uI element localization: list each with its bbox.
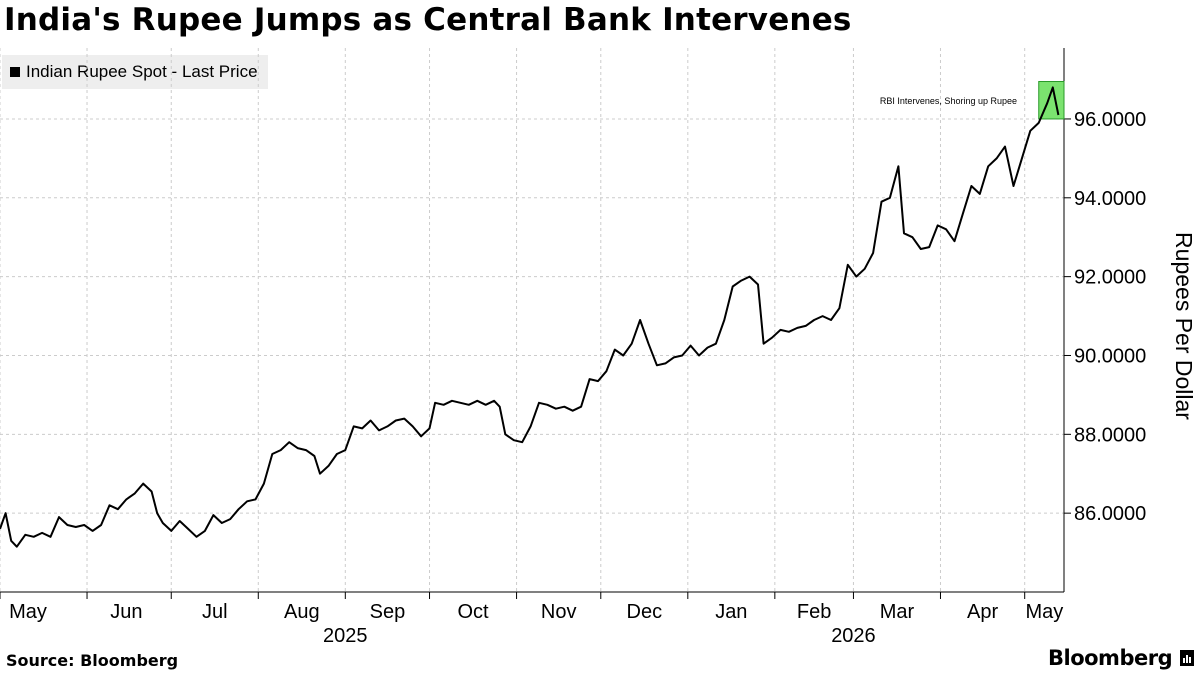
x-year-label: 2026	[831, 625, 876, 647]
x-month-label: Sep	[370, 601, 406, 623]
bloomberg-mark-icon	[1180, 650, 1195, 666]
source-note: Source: Bloomberg	[6, 651, 179, 670]
y-tick-label: 90.0000	[1074, 345, 1146, 367]
y-tick-label: 88.0000	[1074, 424, 1146, 446]
x-month-label: Nov	[541, 601, 577, 623]
y-tick-label: 94.0000	[1074, 188, 1146, 210]
bloomberg-logo: Bloomberg	[1048, 646, 1195, 670]
x-month-label: Oct	[457, 601, 489, 623]
y-axis-label: Rupees Per Dollar	[1171, 232, 1197, 420]
x-month-label: Mar	[880, 601, 915, 623]
legend-swatch	[10, 67, 20, 77]
x-month-label: Apr	[967, 601, 998, 623]
grid-lines	[0, 48, 1064, 592]
x-month-label: May	[1025, 601, 1063, 623]
y-tick-label: 92.0000	[1074, 267, 1146, 289]
legend: Indian Rupee Spot - Last Price	[2, 55, 268, 89]
x-month-label: Feb	[797, 601, 831, 623]
x-month-label: May	[9, 601, 47, 623]
x-month-label: Jun	[110, 601, 142, 623]
brand-name: Bloomberg	[1048, 646, 1173, 670]
series-line	[0, 86, 1060, 548]
axis-labels: 86.0000 88.0000 90.0000 92.0000 94.0000 96.00…	[9, 109, 1146, 647]
x-month-label: Jan	[715, 601, 747, 623]
x-year-label: 2025	[323, 625, 368, 647]
legend-label: Indian Rupee Spot - Last Price	[26, 62, 258, 81]
x-month-label: Aug	[284, 601, 320, 623]
y-tick-label: 96.0000	[1074, 109, 1146, 131]
annotation-label: RBI Intervenes, Shoring up Rupee	[880, 96, 1017, 106]
x-month-label: Dec	[627, 601, 663, 623]
axes	[0, 48, 1071, 599]
chart-title: India's Rupee Jumps as Central Bank Inte…	[4, 2, 852, 38]
series-layer	[0, 86, 1060, 548]
x-month-label: Jul	[202, 601, 228, 623]
y-tick-label: 86.0000	[1074, 503, 1146, 525]
